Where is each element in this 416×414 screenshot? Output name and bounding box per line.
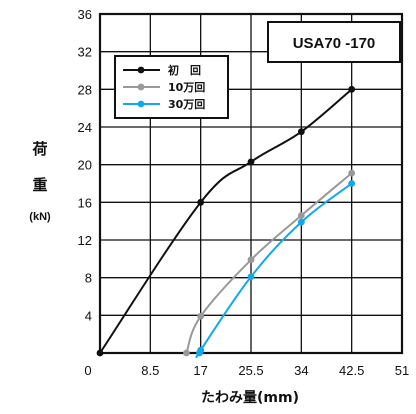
series-1-point-2 — [247, 256, 255, 264]
x-tick-label-2: 17 — [193, 363, 207, 378]
y-tick-label-0: 4 — [85, 308, 92, 323]
series-1-point-3 — [297, 212, 305, 219]
legend-label-0: 初 回 — [168, 63, 201, 77]
x-axis-label: たわみ量(mm) — [201, 390, 299, 406]
series-2 — [195, 180, 356, 358]
series-layer — [96, 85, 356, 358]
y-tick-label-8: 36 — [78, 7, 92, 22]
x-tick-label-4: 34 — [294, 363, 308, 378]
series-0-point-3 — [297, 128, 305, 136]
y-tick-label-6: 28 — [78, 82, 92, 97]
legend-item-2: 30万回 — [123, 97, 205, 111]
plot-frame — [98, 12, 404, 355]
legend-item-1: 10万回 — [123, 80, 205, 94]
y-axis-unit: (kN) — [29, 211, 51, 223]
series-1-point-4 — [348, 169, 356, 177]
series-line-1 — [185, 172, 353, 354]
y-axis-label-char-2: 重 — [32, 176, 47, 194]
legend-label-1: 10万回 — [168, 80, 205, 94]
series-2-point-1 — [197, 346, 205, 354]
series-1 — [183, 169, 356, 357]
y-tick-label-5: 24 — [78, 120, 92, 135]
y-tick-label-2: 12 — [78, 233, 92, 248]
legend-swatch-marker-0 — [137, 66, 145, 74]
model-label: USA70 -170 — [293, 35, 376, 52]
series-2-point-3 — [297, 218, 305, 226]
series-0 — [96, 85, 356, 357]
series-0-point-0 — [96, 349, 104, 357]
series-2-point-2 — [247, 273, 255, 281]
series-1-point-1 — [197, 312, 205, 320]
y-tick-label-1: 8 — [85, 271, 92, 286]
y-axis-label-char-1: 荷 — [32, 140, 47, 158]
legend-item-0: 初 回 — [123, 63, 201, 77]
legend-swatch-marker-2 — [137, 100, 145, 108]
series-2-point-4 — [348, 180, 356, 187]
series-1-point-0 — [183, 349, 190, 357]
legend-label-2: 30万回 — [168, 97, 205, 111]
tick-labels: 0 8.5 17 25.5 34 42.5 51 4 8 12 16 20 24 28 32 36 — [78, 7, 410, 378]
series-0-point-4 — [348, 85, 356, 93]
series-0-point-1 — [197, 198, 205, 206]
x-tick-label-3: 25.5 — [238, 363, 263, 378]
y-tick-label-4: 20 — [78, 158, 92, 173]
legend-swatch-marker-1 — [137, 83, 145, 91]
series-line-0 — [99, 88, 353, 354]
series-line-2 — [195, 182, 353, 358]
legend: 初 回 10万回 30万回 — [114, 55, 229, 119]
series-0-point-2 — [247, 158, 255, 166]
x-tick-label-1: 8.5 — [141, 363, 159, 378]
x-tick-label-6: 51 — [395, 363, 409, 378]
x-tick-label-0: 0 — [84, 363, 91, 378]
x-tick-label-5: 42.5 — [339, 363, 364, 378]
y-tick-label-7: 32 — [78, 45, 92, 60]
model-label-box: USA70 -170 — [267, 21, 401, 63]
y-tick-label-3: 16 — [78, 195, 92, 210]
